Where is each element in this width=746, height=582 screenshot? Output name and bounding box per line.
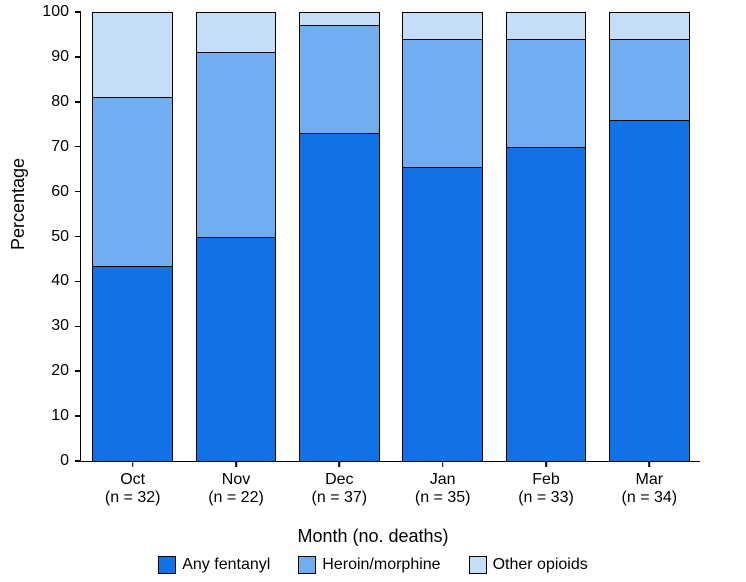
x-tick-n: (n = 34) (622, 489, 678, 507)
bar-segment-fentanyl (506, 147, 587, 461)
y-tick: 100 (39, 3, 81, 21)
y-tick-label: 10 (39, 407, 75, 425)
bar-segment-heroin (92, 97, 173, 265)
legend-item-fentanyl: Any fentanyl (158, 556, 270, 574)
bar-group (299, 12, 380, 461)
legend-swatch (469, 556, 487, 574)
legend-swatch (158, 556, 176, 574)
y-tick-label: 70 (39, 138, 75, 156)
y-tick-label: 80 (39, 93, 75, 111)
x-tick-n: (n = 32) (105, 489, 161, 507)
y-tick: 40 (39, 272, 81, 290)
bar-segment-heroin (609, 39, 690, 120)
bar-segment-fentanyl (609, 120, 690, 461)
x-tick-n: (n = 35) (415, 489, 471, 507)
x-tick-n: (n = 33) (518, 489, 574, 507)
x-tick-month: Nov (222, 471, 250, 489)
bar-group (506, 12, 587, 461)
x-tick-mark (132, 461, 134, 467)
x-tick-month: Feb (532, 471, 560, 489)
bar-segment-other (196, 12, 277, 52)
y-tick: 30 (39, 317, 81, 335)
legend-swatch (298, 556, 316, 574)
y-tick: 0 (39, 452, 81, 470)
y-tick-mark (75, 460, 81, 462)
y-tick-mark (75, 56, 81, 58)
bar-segment-heroin (506, 39, 587, 147)
x-tick: Dec(n = 37) (312, 461, 368, 507)
x-tick-n: (n = 22) (208, 489, 264, 507)
legend-label: Any fentanyl (182, 556, 270, 574)
y-tick-mark (75, 191, 81, 193)
bar-segment-other (506, 12, 587, 39)
bar-segment-heroin (299, 25, 380, 133)
x-tick: Jan(n = 35) (415, 461, 471, 507)
x-axis-label: Month (no. deaths) (0, 526, 746, 547)
chart-container: Percentage 0102030405060708090100Oct(n =… (0, 0, 746, 582)
x-tick: Feb(n = 33) (518, 461, 574, 507)
y-tick-label: 20 (39, 362, 75, 380)
y-tick-mark (75, 326, 81, 328)
y-axis-label: Percentage (8, 158, 29, 250)
bar-segment-heroin (402, 39, 483, 167)
y-tick-mark (75, 11, 81, 13)
y-tick-mark (75, 236, 81, 238)
bar-group (402, 12, 483, 461)
y-tick: 70 (39, 138, 81, 156)
y-tick-mark (75, 146, 81, 148)
y-tick-label: 60 (39, 183, 75, 201)
y-tick: 10 (39, 407, 81, 425)
x-tick: Mar(n = 34) (622, 461, 678, 507)
y-tick-label: 40 (39, 272, 75, 290)
y-tick-mark (75, 415, 81, 417)
bar-group (196, 12, 277, 461)
x-tick-mark (339, 461, 341, 467)
y-tick: 60 (39, 183, 81, 201)
bar-segment-other (92, 12, 173, 97)
bar-segment-other (299, 12, 380, 25)
y-tick: 20 (39, 362, 81, 380)
bar-segment-fentanyl (299, 133, 380, 461)
x-tick-month: Jan (430, 471, 456, 489)
y-tick-label: 50 (39, 228, 75, 246)
y-tick: 80 (39, 93, 81, 111)
bar-segment-fentanyl (92, 266, 173, 461)
x-tick-mark (442, 461, 444, 467)
y-tick-label: 100 (39, 3, 75, 21)
y-tick-mark (75, 370, 81, 372)
legend: Any fentanyl Heroin/morphine Other opioids (0, 556, 746, 574)
y-tick-label: 0 (39, 452, 75, 470)
bar-segment-other (402, 12, 483, 39)
legend-label: Other opioids (493, 556, 588, 574)
x-tick-n: (n = 37) (312, 489, 368, 507)
bar-group (92, 12, 173, 461)
y-tick-mark (75, 101, 81, 103)
bar-segment-fentanyl (402, 167, 483, 461)
x-tick-month: Dec (325, 471, 353, 489)
y-tick-label: 90 (39, 48, 75, 66)
y-tick: 90 (39, 48, 81, 66)
x-tick-month: Oct (120, 471, 145, 489)
legend-item-heroin: Heroin/morphine (298, 556, 440, 574)
y-tick-mark (75, 281, 81, 283)
bar-segment-fentanyl (196, 237, 277, 462)
bar-segment-other (609, 12, 690, 39)
legend-label: Heroin/morphine (322, 556, 440, 574)
y-tick: 50 (39, 228, 81, 246)
plot-area: 0102030405060708090100Oct(n = 32)Nov(n =… (80, 12, 700, 462)
legend-item-other: Other opioids (469, 556, 588, 574)
x-tick-mark (235, 461, 237, 467)
x-tick-mark (545, 461, 547, 467)
x-tick-month: Mar (636, 471, 664, 489)
x-tick: Nov(n = 22) (208, 461, 264, 507)
bar-segment-heroin (196, 52, 277, 236)
x-tick: Oct(n = 32) (105, 461, 161, 507)
x-tick-mark (649, 461, 651, 467)
bar-group (609, 12, 690, 461)
y-tick-label: 30 (39, 317, 75, 335)
